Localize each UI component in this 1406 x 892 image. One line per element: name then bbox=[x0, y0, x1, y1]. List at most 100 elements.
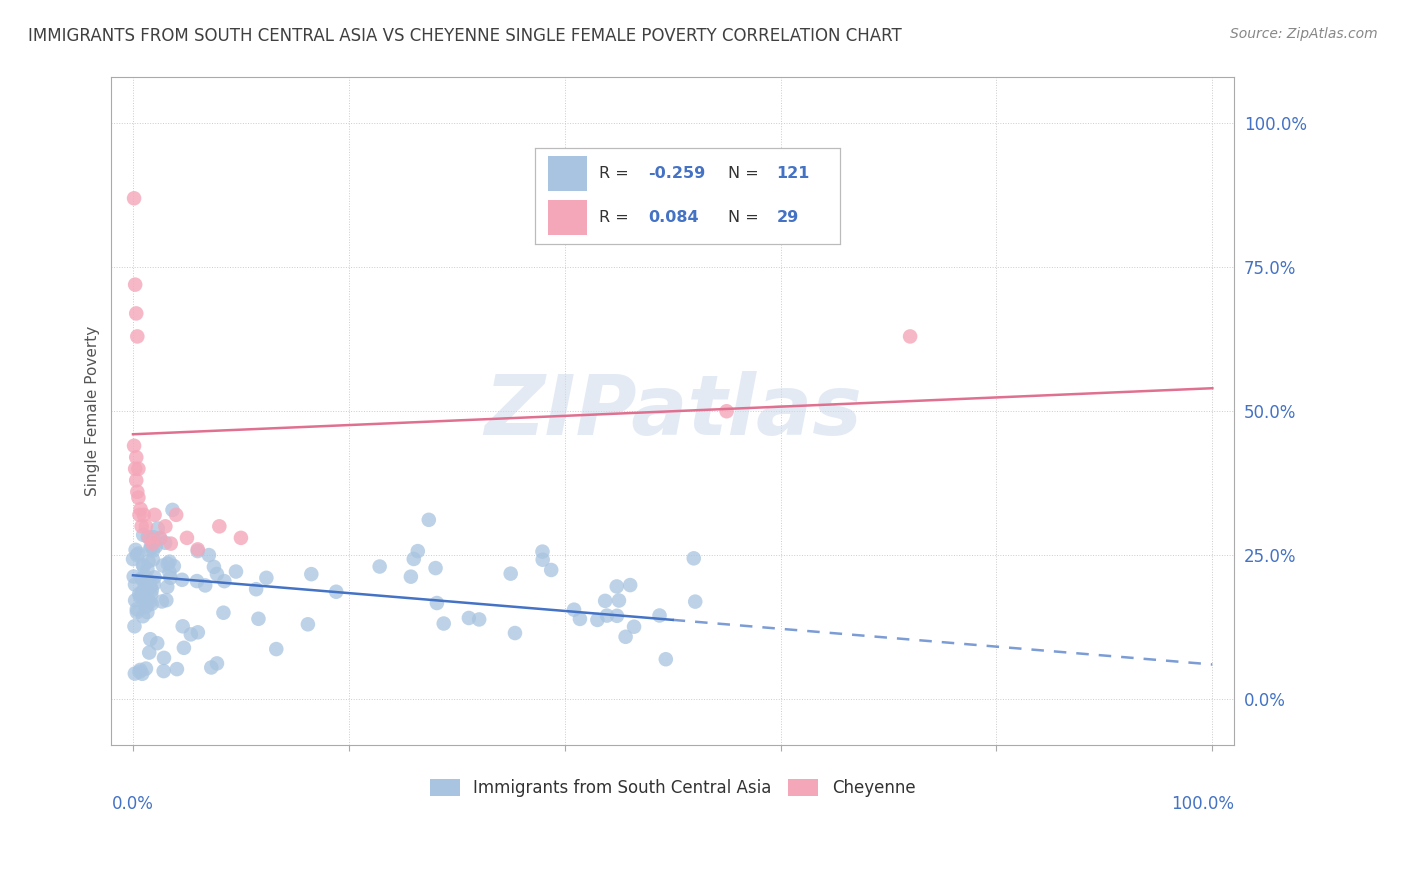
Point bbox=[136, 530, 159, 544]
Point bbox=[128, 665, 150, 679]
Point bbox=[187, 542, 209, 557]
Point bbox=[655, 652, 678, 666]
Point bbox=[125, 473, 148, 487]
Point bbox=[142, 577, 165, 591]
Point bbox=[131, 572, 153, 586]
Point bbox=[142, 552, 165, 566]
Point bbox=[139, 580, 162, 594]
Point bbox=[614, 630, 637, 644]
Point bbox=[266, 642, 288, 657]
Point bbox=[212, 606, 235, 620]
Point bbox=[198, 548, 221, 562]
Text: 0.084: 0.084 bbox=[648, 210, 699, 225]
Text: R =: R = bbox=[599, 210, 634, 225]
Point bbox=[149, 532, 172, 546]
Point bbox=[138, 646, 160, 660]
Point bbox=[176, 531, 198, 545]
Point bbox=[406, 544, 429, 558]
Text: R =: R = bbox=[599, 166, 634, 181]
Point bbox=[402, 552, 425, 566]
Point bbox=[172, 573, 194, 587]
Y-axis label: Single Female Poverty: Single Female Poverty bbox=[86, 326, 100, 496]
Point bbox=[149, 531, 172, 545]
Point bbox=[562, 602, 585, 616]
Point bbox=[156, 557, 179, 571]
Bar bbox=[547, 156, 588, 191]
Point bbox=[155, 519, 177, 533]
Point bbox=[136, 593, 159, 607]
Text: Source: ZipAtlas.com: Source: ZipAtlas.com bbox=[1230, 27, 1378, 41]
Bar bbox=[547, 200, 588, 235]
Point bbox=[187, 544, 209, 558]
Point bbox=[503, 626, 526, 640]
Point bbox=[125, 450, 148, 465]
Point bbox=[131, 666, 153, 681]
Point bbox=[499, 566, 522, 581]
Point bbox=[134, 575, 156, 590]
Point bbox=[135, 519, 157, 533]
Point bbox=[172, 619, 194, 633]
Point bbox=[134, 600, 156, 615]
Point bbox=[132, 609, 155, 624]
Point bbox=[142, 543, 165, 558]
Point bbox=[127, 484, 149, 499]
Point bbox=[124, 577, 146, 591]
Point bbox=[124, 593, 146, 607]
Point bbox=[596, 608, 619, 623]
Point bbox=[457, 611, 479, 625]
Text: IMMIGRANTS FROM SOUTH CENTRAL ASIA VS CHEYENNE SINGLE FEMALE POVERTY CORRELATION: IMMIGRANTS FROM SOUTH CENTRAL ASIA VS CH… bbox=[28, 27, 901, 45]
Point bbox=[125, 605, 148, 619]
Point bbox=[162, 503, 184, 517]
Text: 121: 121 bbox=[776, 166, 810, 181]
Point bbox=[425, 561, 447, 575]
Point bbox=[683, 594, 706, 608]
Point bbox=[152, 664, 174, 678]
Point bbox=[200, 660, 222, 674]
Point bbox=[165, 508, 187, 522]
Point bbox=[716, 404, 738, 418]
Point bbox=[141, 597, 163, 611]
Point bbox=[159, 555, 181, 569]
Point bbox=[127, 462, 149, 476]
Point bbox=[141, 583, 163, 598]
Point bbox=[593, 594, 616, 608]
Point bbox=[138, 531, 160, 545]
Point bbox=[225, 565, 247, 579]
Text: 29: 29 bbox=[776, 210, 799, 225]
Point bbox=[299, 567, 322, 582]
Point bbox=[152, 558, 174, 573]
Point bbox=[125, 602, 148, 616]
Point bbox=[153, 535, 176, 549]
Point bbox=[156, 580, 179, 594]
Point bbox=[208, 519, 231, 533]
Point bbox=[150, 594, 173, 608]
Point bbox=[205, 657, 228, 671]
Point bbox=[134, 594, 156, 608]
Text: 100.0%: 100.0% bbox=[1171, 795, 1234, 814]
Point bbox=[682, 551, 704, 566]
Point bbox=[131, 519, 153, 533]
Point bbox=[468, 612, 491, 626]
Point bbox=[143, 508, 166, 522]
Point bbox=[135, 662, 157, 676]
Point bbox=[132, 528, 155, 542]
Point bbox=[568, 612, 591, 626]
Text: N =: N = bbox=[727, 166, 763, 181]
Point bbox=[247, 612, 270, 626]
Point bbox=[297, 617, 319, 632]
Point bbox=[648, 608, 671, 623]
Point bbox=[122, 552, 145, 566]
Point bbox=[433, 616, 456, 631]
Point bbox=[531, 552, 554, 566]
Point bbox=[132, 508, 155, 522]
Point bbox=[139, 581, 162, 595]
Point bbox=[159, 571, 181, 585]
Point bbox=[194, 578, 217, 592]
Point bbox=[127, 329, 149, 343]
Point bbox=[124, 462, 146, 476]
Point bbox=[229, 531, 252, 545]
Point bbox=[141, 536, 163, 550]
Point bbox=[531, 544, 554, 558]
Point bbox=[399, 569, 422, 583]
Point bbox=[139, 632, 162, 647]
